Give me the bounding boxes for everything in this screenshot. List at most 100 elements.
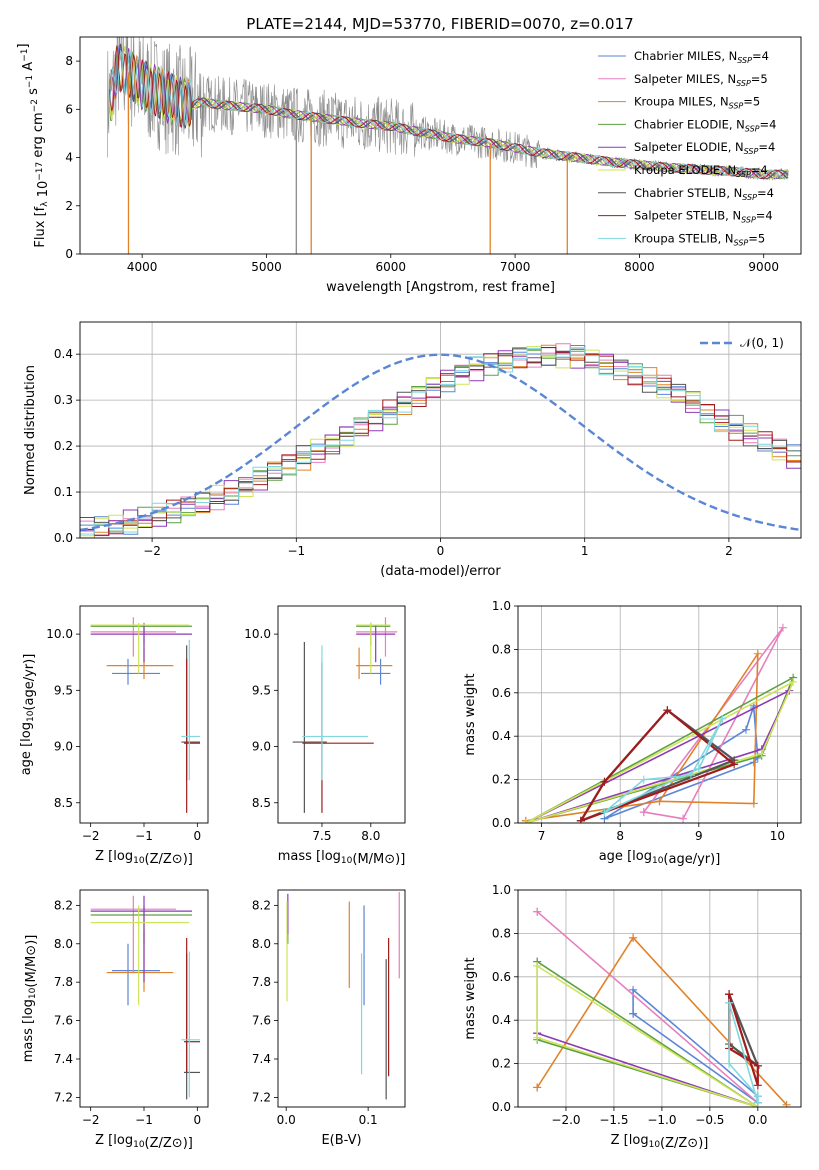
weight-marker — [753, 1081, 762, 1090]
weight-line — [603, 718, 724, 813]
x-axis-label: (data-model)/error — [380, 564, 501, 579]
legend-text: Salpeter STELIB, N — [634, 209, 741, 223]
y-tick-label: 2 — [65, 199, 73, 213]
residuals-frame — [79, 321, 802, 539]
y-axis-label: Flux [fλ 10−17 erg cm−2 s−1 A−1] — [16, 43, 51, 247]
label-part: log — [321, 849, 341, 864]
label-part: (M/M⊙)] — [352, 852, 405, 867]
x-tick-label: −1 — [287, 544, 305, 558]
legend-tail: =5 — [748, 231, 765, 245]
x-axis-label: Z [log10(Z/Z⊙)] — [95, 1133, 193, 1151]
age-z-axes: −2 −1 0 8.5 9.0 9.5 10.0 — [46, 627, 201, 843]
y-tick-label: 7.6 — [54, 1014, 73, 1028]
x-tick-label: 0.1 — [359, 1113, 378, 1127]
legend-label: Kroupa MILES, NSSP=5 — [634, 95, 760, 111]
label-sub: 10 — [133, 856, 145, 866]
y-axis-label: age [log10(age/yr)] — [19, 654, 37, 776]
mass-z-frame — [79, 889, 209, 1108]
y-tick-label: 10.0 — [46, 627, 73, 641]
label-part: (M/M⊙)] — [24, 935, 39, 988]
weight-marker — [753, 649, 762, 658]
legend-label: Salpeter STELIB, NSSP=4 — [634, 209, 773, 225]
legend-tail: =4 — [757, 186, 774, 200]
legend-tail: =4 — [760, 117, 777, 131]
weight-marker — [576, 816, 585, 823]
weight-marker — [725, 998, 734, 1007]
x-tick-label: 9000 — [748, 260, 779, 274]
legend-label: Chabrier MILES, NSSP=4 — [634, 49, 769, 65]
y-tick-label: 7.4 — [252, 1052, 271, 1066]
y-tick-label: 7.4 — [54, 1052, 73, 1066]
y-axis-label: mass weight — [463, 673, 478, 755]
legend-text: Chabrier MILES, N — [634, 49, 737, 63]
weight-marker — [629, 1009, 638, 1018]
y-tick-label: 0.0 — [54, 531, 73, 545]
label-part: mass [ — [278, 849, 321, 864]
label-sub: 10 — [341, 856, 353, 866]
y-tick-label: 6 — [65, 102, 73, 116]
y-tick-label: 0.1 — [54, 485, 73, 499]
legend-text: Kroupa ELODIE, N — [634, 163, 736, 177]
y-tick-label: 1.0 — [492, 883, 511, 897]
label-part: (Z/Z⊙)] — [660, 1136, 708, 1151]
x-tick-label: −1.5 — [599, 1113, 628, 1127]
x-tick-label: 0.0 — [748, 1113, 767, 1127]
y-tick-label: 7.8 — [54, 975, 73, 989]
weight-marker — [533, 907, 542, 916]
y-tick-label: 0.3 — [54, 393, 73, 407]
y-tick-label: 0.0 — [492, 1100, 511, 1114]
y-axis-label: mass [log10(M/M⊙)] — [21, 935, 39, 1063]
y-tick-label: 0.0 — [492, 816, 511, 830]
observed-spectrum — [107, 37, 789, 181]
legend-label: 𝒩(0, 1) — [740, 336, 784, 350]
legend-tail: =5 — [751, 72, 768, 86]
label-part: log — [19, 722, 34, 742]
y-tick-label: 0.2 — [492, 1057, 511, 1071]
y-tick-label: 9.0 — [252, 740, 271, 754]
x-tick-label: 0 — [194, 829, 202, 843]
x-tick-label: 5000 — [251, 260, 282, 274]
x-tick-label: 8 — [616, 829, 624, 843]
legend-label: Salpeter MILES, NSSP=5 — [634, 72, 768, 88]
legend-tail: =4 — [758, 140, 775, 154]
label-part: erg cm — [31, 112, 46, 161]
weight-line — [525, 680, 795, 823]
weight-marker — [600, 808, 609, 817]
weight-marker — [749, 799, 758, 808]
weight-line — [728, 993, 759, 1086]
weight-marker — [533, 961, 542, 970]
model-kroupa-stelib — [109, 49, 789, 180]
y-axis-label: mass weight — [463, 957, 478, 1039]
x-tick-label: 8000 — [624, 260, 655, 274]
y-tick-label: 0.8 — [492, 642, 511, 656]
y-tick-label: 0.2 — [54, 439, 73, 453]
weight-marker — [749, 758, 758, 767]
weight-marker — [521, 819, 530, 823]
model-kroupa-elodie — [109, 45, 789, 180]
x-tick-label: 7 — [538, 829, 546, 843]
y-tick-label: 0.8 — [492, 926, 511, 940]
label-part: mass [ — [21, 1019, 36, 1062]
model-salpeter-elodie — [109, 43, 789, 180]
age-mass-frame — [277, 605, 406, 824]
legend-sub: SSP — [744, 147, 759, 156]
legend-text: Kroupa MILES, N — [634, 95, 729, 109]
y-tick-label: 8.5 — [54, 796, 73, 810]
legend-label: Kroupa STELIB, NSSP=5 — [634, 231, 765, 247]
label-part: ] — [16, 43, 31, 48]
x-tick-label: 9 — [695, 829, 703, 843]
y-tick-label: 8.5 — [252, 796, 271, 810]
weight-marker — [753, 1098, 762, 1107]
label-part: −1 — [20, 49, 30, 62]
y-tick-label: 7.8 — [252, 975, 271, 989]
x-tick-label: 0 — [194, 1113, 202, 1127]
y-tick-label: 10.0 — [244, 627, 271, 641]
weight-line — [536, 965, 759, 1107]
y-tick-label: 0.4 — [492, 729, 511, 743]
legend-tail: =4 — [751, 163, 768, 177]
age-z-frame — [79, 605, 209, 824]
x-tick-label: −2.0 — [551, 1113, 580, 1127]
label-part: λ — [40, 201, 50, 207]
label-part: (Z/Z⊙)] — [145, 1136, 193, 1151]
